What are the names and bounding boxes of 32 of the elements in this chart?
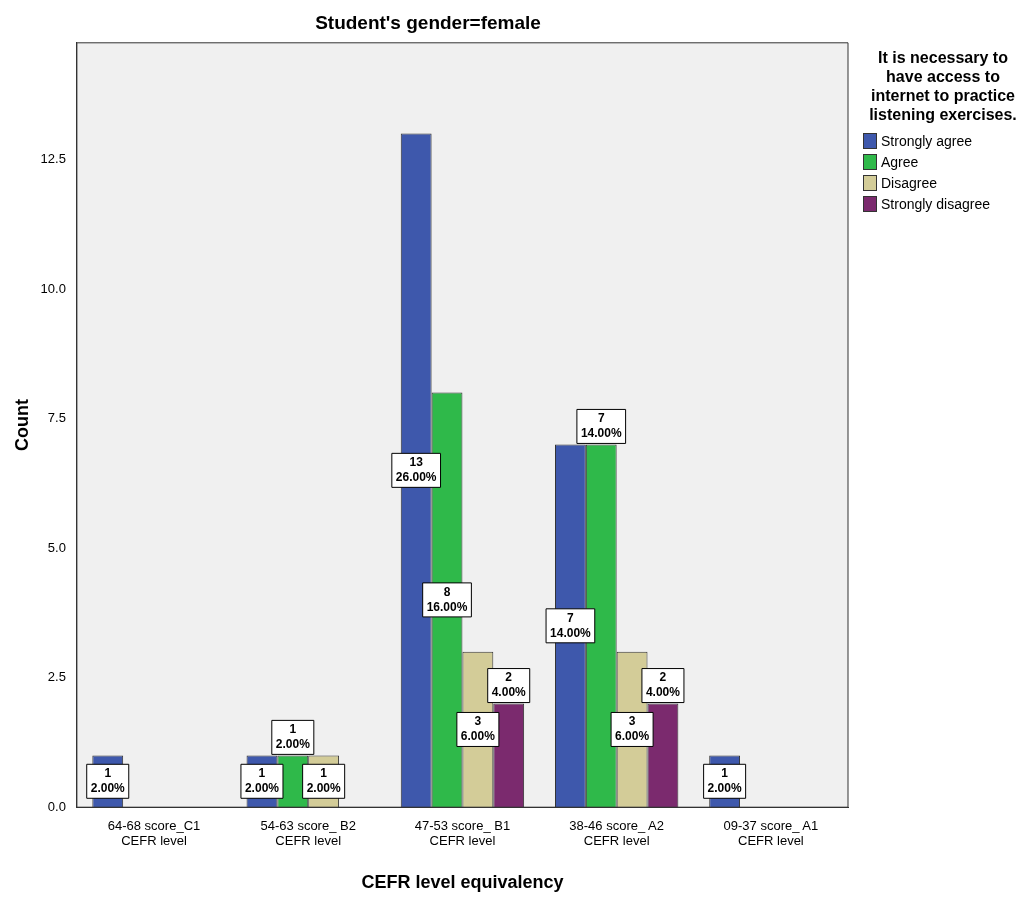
x-axis-title: CEFR level equivalency xyxy=(361,872,564,893)
data-label: 2 4.00% xyxy=(491,670,527,700)
y-tick-label: 7.5 xyxy=(47,410,66,426)
legend-title: It is necessary to have access to internet to practice listening exercises. xyxy=(868,48,1018,124)
data-label: 1 2.00% xyxy=(275,722,311,752)
legend-label: Disagree xyxy=(881,174,938,191)
chart-title: Student's gender=female xyxy=(315,11,541,33)
data-label: 13 26.00% xyxy=(395,455,437,485)
y-tick-label: 12.5 xyxy=(40,150,66,166)
y-tick-label: 10.0 xyxy=(40,280,66,296)
data-label: 1 2.00% xyxy=(244,766,280,796)
x-tick-label: 47-53 score_ B1 CEFR level xyxy=(414,817,511,849)
data-label: 7 14.00% xyxy=(550,610,592,640)
x-tick-label: 64-68 score_C1 CEFR level xyxy=(107,817,201,849)
y-tick-label: 0.0 xyxy=(47,798,66,814)
x-tick-label: 09-37 score_ A1 CEFR level xyxy=(723,817,819,849)
data-label: 1 2.00% xyxy=(707,766,742,796)
data-label: 3 6.00% xyxy=(460,714,496,744)
legend-label: Strongly disagree xyxy=(881,195,990,212)
data-label: 8 16.00% xyxy=(426,584,468,614)
legend-label: Strongly agree xyxy=(881,132,973,149)
legend-label: Agree xyxy=(881,153,919,170)
y-axis-title: Count xyxy=(11,399,32,451)
x-tick-label: 38-46 score_ A2 CEFR level xyxy=(569,817,665,849)
y-tick-label: 5.0 xyxy=(47,539,66,555)
data-label: 3 6.00% xyxy=(615,714,650,744)
x-tick-label: 54-63 score_ B2 CEFR level xyxy=(260,817,356,849)
data-label: 7 14.00% xyxy=(580,411,622,441)
y-tick-label: 2.5 xyxy=(47,669,66,685)
data-label: 1 2.00% xyxy=(306,766,341,796)
data-label: 1 2.00% xyxy=(90,766,126,796)
data-label: 2 4.00% xyxy=(645,670,681,700)
